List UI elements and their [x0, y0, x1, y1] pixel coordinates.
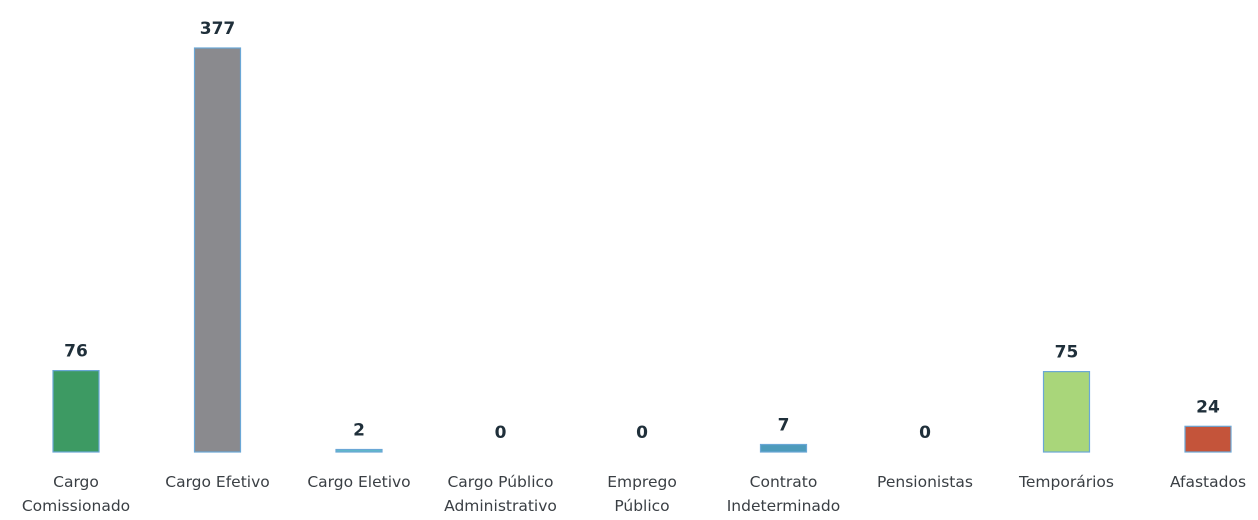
- category-label-2: Cargo Eletivo: [307, 473, 410, 491]
- category-label-1: Cargo Efetivo: [165, 473, 270, 491]
- category-label-4: Emprego Público: [607, 473, 677, 515]
- bar-1: [193, 47, 242, 453]
- bar-value-label-6: 0: [919, 423, 931, 443]
- bar-value-label-1: 377: [200, 19, 236, 39]
- category-label-8: Afastados: [1170, 473, 1246, 491]
- bar-value-label-0: 76: [64, 342, 88, 362]
- bar-value-label-8: 24: [1196, 397, 1220, 417]
- bar-value-label-5: 7: [778, 416, 790, 436]
- category-label-7: Temporários: [1018, 473, 1114, 491]
- bar-0: [52, 370, 100, 453]
- bar-value-label-7: 75: [1055, 343, 1079, 363]
- category-label-5: Contrato Indeterminado: [727, 473, 841, 515]
- bar-value-label-3: 0: [495, 423, 507, 443]
- bar-8: [1184, 425, 1232, 453]
- bar-7: [1042, 371, 1091, 453]
- bar-2: [335, 448, 383, 453]
- bar-value-label-2: 2: [353, 421, 365, 441]
- category-label-3: Cargo Público Administrativo: [444, 473, 557, 515]
- bar-value-label-4: 0: [636, 423, 648, 443]
- category-label-6: Pensionistas: [877, 473, 973, 491]
- category-label-0: Cargo Comissionado: [22, 473, 130, 515]
- bar-5: [759, 443, 808, 453]
